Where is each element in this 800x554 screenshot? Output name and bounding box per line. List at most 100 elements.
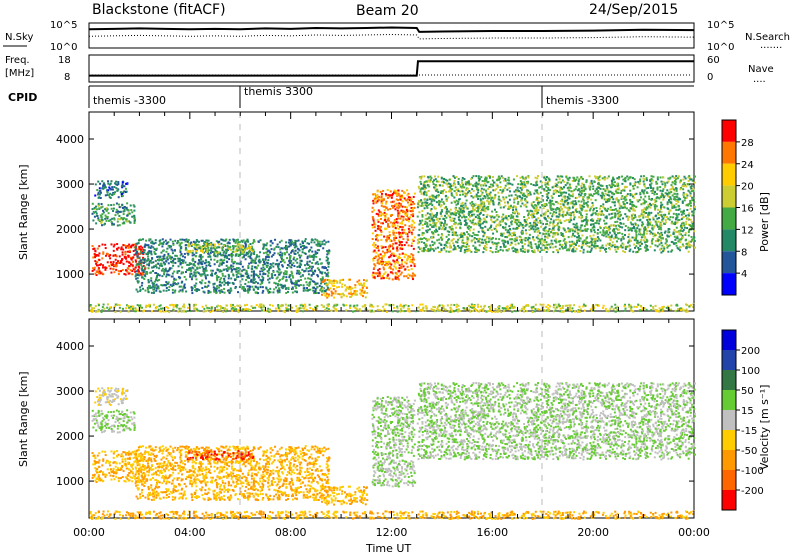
power-scatter-point xyxy=(590,230,593,233)
power-scatter-point xyxy=(320,282,323,285)
power-scatter-point xyxy=(520,231,523,234)
power-scatter-point xyxy=(384,215,387,218)
power-scatter-point xyxy=(689,204,692,207)
power-scatter-point xyxy=(420,187,423,190)
power-scatter-point xyxy=(404,261,407,264)
power-scatter-point xyxy=(206,239,209,242)
power-scatter-point xyxy=(521,229,524,232)
power-scatter-point xyxy=(236,247,239,250)
power-scatter-point xyxy=(299,243,302,246)
power-scatter-point xyxy=(408,255,411,258)
power-scatter-point xyxy=(156,255,159,258)
power-scatter-point xyxy=(276,276,279,279)
power-scatter-point xyxy=(382,246,385,249)
power-scatter-point xyxy=(660,247,663,250)
power-scatter-point xyxy=(152,261,155,264)
power-scatter-point xyxy=(385,251,388,254)
power-scatter-point xyxy=(391,278,394,281)
power-scatter-point xyxy=(276,243,279,246)
power-scatter-point xyxy=(270,276,273,279)
power-scatter-point xyxy=(323,267,326,270)
power-scatter-point xyxy=(101,187,104,190)
power-scatter-point xyxy=(545,241,548,244)
power-scatter-point xyxy=(234,245,237,248)
power-scatter-point xyxy=(169,257,172,260)
power-scatter-point xyxy=(303,287,306,290)
power-scatter-point xyxy=(644,215,647,218)
power-scatter-point xyxy=(648,213,651,216)
power-scatter-point xyxy=(552,227,555,230)
power-scatter-point xyxy=(391,245,394,248)
power-scatter-point xyxy=(668,200,671,203)
power-scatter-point xyxy=(560,194,563,197)
power-scatter-point xyxy=(685,204,688,207)
power-scatter-point xyxy=(640,236,643,239)
power-scatter-point xyxy=(500,234,503,237)
power-scatter-point xyxy=(150,277,153,280)
power-scatter-point xyxy=(97,204,100,207)
power-scatter-point xyxy=(229,245,232,248)
power-scatter-point xyxy=(506,188,509,191)
power-scatter-point xyxy=(478,224,481,227)
power-scatter-point xyxy=(241,252,244,255)
power-scatter-point xyxy=(249,246,252,249)
power-scatter-point xyxy=(201,279,204,282)
power-scatter-point xyxy=(116,247,118,250)
power-scatter-point xyxy=(120,258,123,261)
power-scatter-point xyxy=(433,175,436,178)
power-scatter-point xyxy=(649,221,652,224)
power-scatter-point xyxy=(311,255,314,258)
power-scatter-point xyxy=(665,239,668,242)
power-scatter-point xyxy=(485,207,488,210)
power-scatter-point xyxy=(452,175,455,178)
power-scatter-point xyxy=(399,234,402,237)
power-scatter-point xyxy=(397,239,400,242)
power-scatter-point xyxy=(459,190,462,193)
power-scatter-point xyxy=(430,207,433,210)
power-scatter-point xyxy=(184,270,187,273)
noise-search-line xyxy=(88,34,695,40)
power-scatter-point xyxy=(310,274,313,277)
power-scatter-point xyxy=(292,282,295,285)
power-scatter-point xyxy=(181,262,184,265)
power-scatter-point xyxy=(507,234,510,237)
power-scatter-point xyxy=(490,216,493,219)
power-scatter-point xyxy=(516,202,519,205)
power-scatter-point xyxy=(152,285,155,288)
power-scatter-point xyxy=(116,243,119,246)
power-scatter-point xyxy=(260,279,263,282)
power-scatter-point xyxy=(395,221,398,224)
power-scatter-point xyxy=(545,235,548,238)
power-scatter-point xyxy=(565,176,568,179)
power-scatter-point xyxy=(482,241,485,244)
power-scatter-point xyxy=(114,182,117,185)
power-scatter-point xyxy=(201,251,204,254)
power-scatter-point xyxy=(435,228,438,231)
power-scatter-point xyxy=(313,280,316,283)
power-scatter-point xyxy=(376,198,379,201)
power-scatter-point xyxy=(134,253,137,256)
power-scatter-point xyxy=(629,221,632,224)
power-scatter-point xyxy=(252,277,255,280)
power-scatter-point xyxy=(129,204,132,207)
power-scatter-point xyxy=(371,223,374,226)
power-scatter-point xyxy=(168,245,171,248)
power-scatter-point xyxy=(178,290,181,293)
power-scatter-point xyxy=(96,261,99,264)
power-scatter-point xyxy=(496,184,499,187)
power-scatter-point xyxy=(141,258,144,261)
power-scatter-point xyxy=(454,201,457,204)
power-scatter-point xyxy=(235,239,238,242)
power-scatter-point xyxy=(223,287,226,290)
power-scatter-point xyxy=(248,262,251,265)
power-scatter-point xyxy=(189,242,192,245)
power-scatter-point xyxy=(643,212,646,215)
power-scatter-point xyxy=(565,219,568,222)
power-scatter-point xyxy=(405,262,408,265)
power-scatter-point xyxy=(666,235,669,238)
power-scatter-point xyxy=(433,206,436,209)
power-scatter-point xyxy=(588,209,591,212)
power-scatter-point xyxy=(412,213,415,216)
power-scatter-point xyxy=(646,218,649,221)
